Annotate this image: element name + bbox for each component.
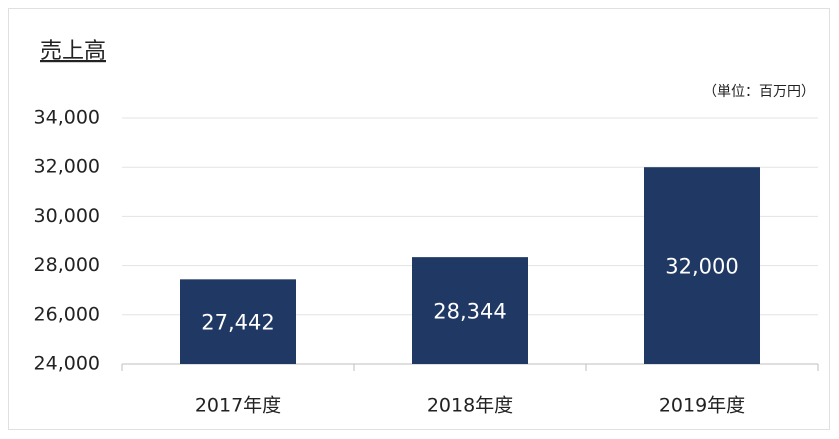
y-tick-label: 26,000 bbox=[34, 303, 100, 325]
bar bbox=[644, 167, 760, 364]
chart-title: 売上高 bbox=[40, 39, 106, 64]
y-tick-label: 32,000 bbox=[34, 156, 100, 178]
y-tick-label: 34,000 bbox=[34, 107, 100, 129]
unit-label: （単位：百万円） bbox=[703, 84, 815, 100]
value-label: 28,344 bbox=[433, 300, 506, 324]
x-tick-label: 2018年度 bbox=[427, 395, 513, 417]
x-tick-label: 2019年度 bbox=[659, 395, 745, 417]
bar bbox=[412, 257, 528, 364]
x-tick-label: 2017年度 bbox=[195, 395, 281, 417]
y-tick-label: 30,000 bbox=[34, 205, 100, 227]
value-label: 27,442 bbox=[201, 311, 274, 335]
y-tick-label: 24,000 bbox=[34, 353, 100, 375]
y-tick-label: 28,000 bbox=[34, 254, 100, 276]
bar bbox=[180, 279, 296, 364]
value-label: 32,000 bbox=[665, 255, 738, 279]
